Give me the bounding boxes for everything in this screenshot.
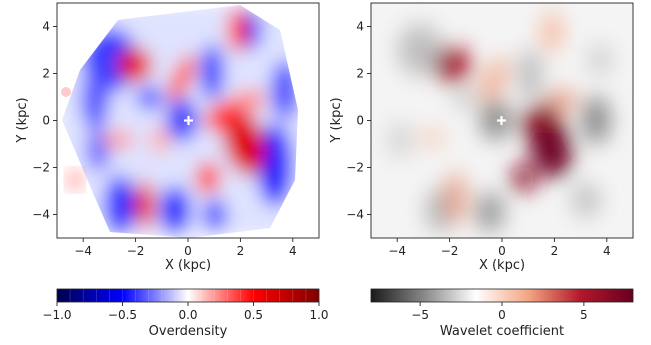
overdensity-colorbar-tick-label: −1.0 [42, 308, 71, 322]
wavelet-x-tick-label: −2 [441, 244, 459, 258]
overdensity-colorbar-tick-label: −0.5 [108, 308, 137, 322]
overdensity-colorbar-tick-label: 0.0 [178, 308, 197, 322]
overdensity-colorbar-tick-label: 0.5 [244, 308, 263, 322]
overdensity-panel: −4 −2 0 2 4 −4 −2 0 2 4 X (kpc) Y (kpc) [15, 3, 319, 273]
wavelet-y-tick-label: 4 [356, 20, 364, 34]
overdensity-x-tick-label: 4 [289, 244, 297, 258]
wavelet-colorbar-label: Wavelet coefficient [440, 324, 564, 339]
wavelet-x-tick-label: 4 [603, 244, 611, 258]
overdensity-y-axis-label: Y (kpc) [15, 97, 30, 143]
wavelet-colorbar-tick-label: 0 [498, 308, 506, 322]
overdensity-y-tick-label: 2 [42, 67, 50, 81]
wavelet-y-tick-label: −2 [346, 161, 364, 175]
overdensity-x-axis-label: X (kpc) [165, 258, 211, 273]
wavelet-x-tick-label: −4 [388, 244, 406, 258]
wavelet-y-tick-label: −4 [346, 208, 364, 222]
overdensity-y-tick-label: −4 [32, 208, 50, 222]
wavelet-y-axis-label: Y (kpc) [329, 97, 344, 143]
overdensity-y-tick-label: −2 [32, 161, 50, 175]
overdensity-y-tick-label: 0 [42, 114, 50, 128]
overdensity-x-tick-label: −4 [74, 244, 92, 258]
wavelet-x-tick-label: 0 [498, 244, 506, 258]
overdensity-y-tick-label: 4 [42, 20, 50, 34]
overdensity-x-tick-label: 2 [237, 244, 245, 258]
overdensity-x-tick-label: 0 [184, 244, 192, 258]
wavelet-y-tick-label: 2 [356, 67, 364, 81]
overdensity-colorbar-tick-label: 1.0 [309, 308, 328, 322]
overdensity-colorbar: −1.0 −0.5 0.0 0.5 1.0 Overdensity [42, 289, 328, 339]
wavelet-colorbar-ticks: −5 0 5 [411, 302, 587, 322]
overdensity-colorbar-label: Overdensity [149, 324, 228, 339]
wavelet-colorbar-fill [371, 289, 633, 302]
wavelet-colorbar-tick-label: 5 [580, 308, 588, 322]
wavelet-colorbar: −5 0 5 Wavelet coefficient [371, 289, 633, 339]
wavelet-colorbar-tick-label: −5 [411, 308, 429, 322]
wavelet-panel: −4 −2 0 2 4 −4 −2 0 2 4 X (kpc) Y (kpc) [329, 3, 633, 273]
overdensity-x-tick-label: −2 [127, 244, 145, 258]
wavelet-y-tick-label: 0 [356, 114, 364, 128]
overdensity-colorbar-ticks: −1.0 −0.5 0.0 0.5 1.0 [42, 302, 328, 322]
wavelet-x-axis-label: X (kpc) [479, 258, 525, 273]
wavelet-x-tick-label: 2 [551, 244, 559, 258]
